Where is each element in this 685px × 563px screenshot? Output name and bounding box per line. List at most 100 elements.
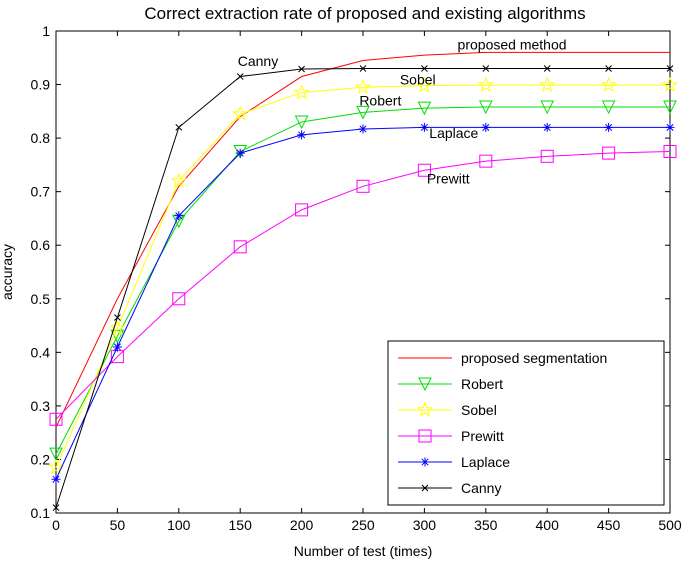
x-tick-label: 400 bbox=[536, 517, 560, 533]
series-line bbox=[55, 151, 671, 420]
data-point bbox=[355, 78, 371, 95]
legend-entry: Robert bbox=[398, 376, 503, 392]
data-point bbox=[297, 130, 307, 140]
data-point bbox=[479, 154, 493, 168]
legend-entry: Prewitt bbox=[398, 428, 504, 444]
x-tick-label: 350 bbox=[474, 517, 498, 533]
data-point bbox=[663, 100, 677, 115]
legend-entry: Sobel bbox=[398, 401, 497, 418]
y-tick-label: 0.7 bbox=[31, 184, 51, 200]
data-point bbox=[421, 65, 428, 72]
data-point bbox=[542, 122, 552, 132]
data-point bbox=[233, 145, 248, 159]
annotation-label: Laplace bbox=[429, 125, 478, 141]
annotation-label: proposed method bbox=[458, 37, 567, 53]
y-tick-label: 0.3 bbox=[31, 398, 51, 414]
data-point bbox=[482, 65, 490, 72]
legend-label: Prewitt bbox=[461, 428, 504, 444]
x-tick-label: 300 bbox=[413, 517, 437, 533]
data-point bbox=[417, 401, 433, 417]
data-point bbox=[419, 122, 429, 132]
axis-ticks: 0 50 100 150 200 250 300 350 400 450 500 0.1 0.2 0.3 0… bbox=[31, 23, 682, 533]
data-point bbox=[420, 457, 430, 467]
y-tick-label: 0.6 bbox=[31, 237, 51, 253]
x-tick-label: 200 bbox=[290, 517, 314, 533]
data-point bbox=[662, 76, 678, 92]
data-point bbox=[233, 240, 247, 254]
data-point bbox=[52, 504, 60, 511]
annotation-label: Robert bbox=[359, 92, 401, 108]
data-point bbox=[540, 149, 554, 163]
x-tick-label: 250 bbox=[351, 517, 375, 533]
legend-label: Sobel bbox=[461, 402, 497, 418]
data-point bbox=[235, 148, 245, 158]
y-tick-label: 0.4 bbox=[31, 344, 51, 360]
data-point bbox=[477, 76, 494, 92]
data-point bbox=[605, 65, 612, 72]
data-point bbox=[294, 115, 309, 130]
data-point bbox=[665, 122, 675, 132]
x-tick-label: 0 bbox=[52, 517, 60, 533]
series-group bbox=[48, 51, 678, 511]
series-line bbox=[55, 84, 670, 468]
data-point bbox=[539, 76, 556, 92]
x-tick-label: 50 bbox=[110, 517, 126, 533]
data-point bbox=[417, 101, 432, 116]
data-point bbox=[481, 122, 491, 132]
data-point bbox=[49, 447, 63, 462]
data-point bbox=[416, 77, 433, 93]
y-tick-label: 0.9 bbox=[31, 77, 51, 93]
legend-box bbox=[387, 340, 665, 506]
chart-title: Correct extraction rate of proposed and … bbox=[144, 4, 585, 23]
x-tick-label: 150 bbox=[229, 517, 253, 533]
data-point bbox=[358, 124, 368, 134]
data-point bbox=[663, 145, 677, 158]
data-point bbox=[293, 84, 310, 100]
series-line bbox=[55, 51, 670, 428]
data-point bbox=[112, 342, 122, 352]
data-point bbox=[478, 100, 493, 115]
data-point bbox=[172, 292, 186, 306]
series-laplace bbox=[51, 122, 675, 484]
series-canny bbox=[52, 65, 674, 511]
data-point bbox=[421, 484, 429, 492]
legend-entry: Laplace bbox=[398, 454, 510, 470]
data-point bbox=[109, 319, 126, 336]
data-point bbox=[356, 105, 370, 120]
series-sobel bbox=[48, 76, 678, 475]
annotation-label: Canny bbox=[238, 53, 278, 69]
legend-label: Canny bbox=[461, 480, 501, 496]
legend: proposed segmentation Robert Sobel Prewitt L… bbox=[387, 340, 665, 506]
data-point bbox=[418, 377, 432, 392]
y-axis-label: accuracy bbox=[0, 244, 15, 300]
y-tick-label: 0.2 bbox=[31, 451, 51, 467]
legend-label: proposed segmentation bbox=[461, 350, 607, 366]
x-tick-label: 500 bbox=[658, 517, 682, 533]
annotation-label: Sobel bbox=[400, 72, 436, 88]
x-axis-label: Number of test (times) bbox=[294, 543, 432, 559]
data-point bbox=[601, 100, 616, 115]
series-proposed-segmentation bbox=[55, 51, 670, 428]
y-tick-label: 0.5 bbox=[31, 291, 51, 307]
data-point bbox=[604, 122, 614, 132]
data-point bbox=[602, 146, 616, 160]
y-tick-label: 1 bbox=[42, 23, 50, 39]
y-tick-label: 0.8 bbox=[31, 130, 51, 146]
data-point bbox=[170, 172, 187, 188]
annotation-label: Prewitt bbox=[427, 171, 470, 187]
legend-label: Laplace bbox=[461, 454, 510, 470]
data-point bbox=[417, 163, 431, 177]
data-point bbox=[418, 429, 432, 443]
legend-entry: proposed segmentation bbox=[398, 350, 607, 366]
data-point bbox=[48, 459, 64, 475]
data-point bbox=[298, 65, 305, 73]
data-point bbox=[359, 65, 367, 72]
x-tick-label: 100 bbox=[167, 517, 191, 533]
data-point bbox=[175, 124, 183, 131]
data-point bbox=[232, 105, 249, 121]
data-point bbox=[114, 314, 121, 321]
data-point bbox=[49, 412, 63, 426]
legend-label: Robert bbox=[461, 376, 503, 392]
data-point bbox=[540, 100, 555, 115]
